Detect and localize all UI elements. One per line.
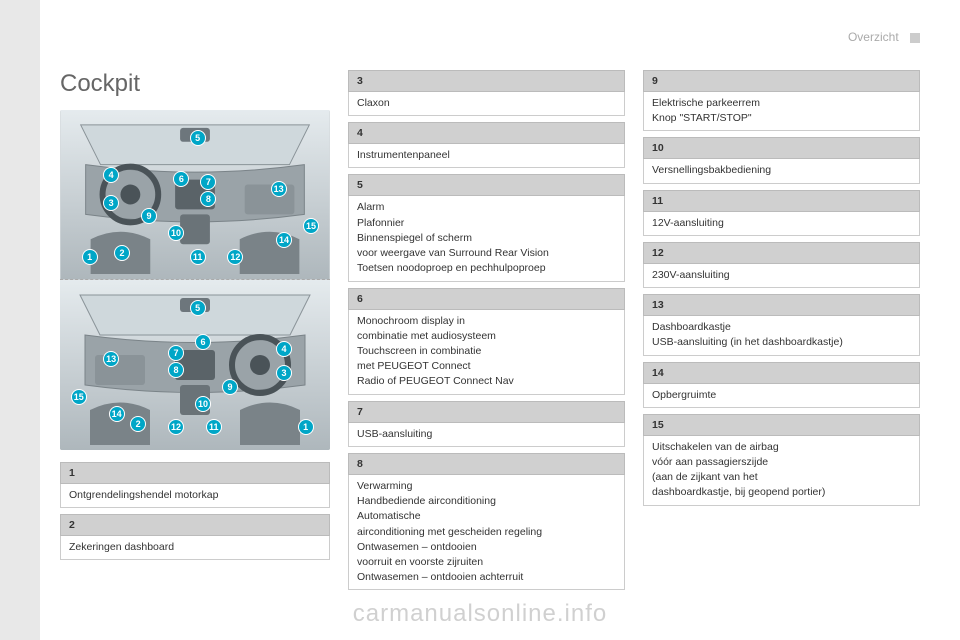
item-number: 15 (644, 414, 920, 435)
item-text: Opbergruimte (644, 383, 920, 407)
item-number: 1 (61, 463, 330, 484)
item-table-1: 1Ontgrendelingshendel motorkap (60, 462, 330, 508)
item-table-15: 15Uitschakelen van de airbag vóór aan pa… (643, 414, 920, 506)
item-table-14: 14Opbergruimte (643, 362, 920, 408)
item-table-2: 2Zekeringen dashboard (60, 514, 330, 560)
item-text: Ontgrendelingshendel motorkap (61, 484, 330, 508)
callout-13: 13 (271, 181, 287, 197)
cockpit-diagram: 546738139101211121415 (60, 110, 330, 450)
callout-12: 12 (227, 249, 243, 265)
columns: Cockpit (60, 70, 920, 596)
item-number: 2 (61, 515, 330, 536)
item-text: Verwarming Handbediende airconditioning … (349, 474, 625, 590)
item-table-9: 9Elektrische parkeerrem Knop "START/STOP… (643, 70, 920, 131)
item-number: 3 (349, 71, 625, 92)
item-number: 11 (644, 190, 920, 211)
callout-15: 15 (71, 389, 87, 405)
item-text: Versnellingsbakbediening (644, 159, 920, 183)
callout-10: 10 (195, 396, 211, 412)
item-number: 7 (349, 401, 625, 422)
watermark: carmanualsonline.info (0, 600, 960, 628)
item-text: 12V-aansluiting (644, 211, 920, 235)
item-table-7: 7USB-aansluiting (348, 401, 625, 447)
callout-1: 1 (298, 419, 314, 435)
item-number: 6 (349, 288, 625, 309)
item-number: 5 (349, 175, 625, 196)
item-text: Dashboardkastje USB-aansluiting (in het … (644, 316, 920, 355)
item-table-10: 10Versnellingsbakbediening (643, 137, 920, 183)
item-table-12: 12230V-aansluiting (643, 242, 920, 288)
callout-14: 14 (109, 406, 125, 422)
item-text: Monochroom display in combinatie met aud… (349, 309, 625, 394)
callout-14: 14 (276, 232, 292, 248)
item-text: Uitschakelen van de airbag vóór aan pass… (644, 435, 920, 505)
item-table-5: 5Alarm Plafonnier Binnenspiegel of scher… (348, 174, 625, 281)
item-number: 4 (349, 123, 625, 144)
item-table-13: 13Dashboardkastje USB-aansluiting (in he… (643, 294, 920, 355)
breadcrumb: Overzicht (848, 30, 899, 44)
callout-5: 5 (190, 130, 206, 146)
item-number: 14 (644, 362, 920, 383)
item-number: 13 (644, 295, 920, 316)
item-number: 10 (644, 138, 920, 159)
column-1: Cockpit (60, 70, 330, 596)
callout-9: 9 (222, 379, 238, 395)
callout-3: 3 (103, 195, 119, 211)
callout-8: 8 (168, 362, 184, 378)
callout-3: 3 (276, 365, 292, 381)
item-text: USB-aansluiting (349, 422, 625, 446)
item-number: 9 (644, 71, 920, 92)
page-title: Cockpit (60, 70, 330, 98)
item-text: 230V-aansluiting (644, 263, 920, 287)
callout-1: 1 (82, 249, 98, 265)
column-3: 9Elektrische parkeerrem Knop "START/STOP… (643, 70, 920, 596)
item-text: Zekeringen dashboard (61, 536, 330, 560)
diagram-bottom: 567413839101514212111 (60, 280, 330, 450)
callout-5: 5 (190, 300, 206, 316)
header-square-icon (910, 33, 920, 43)
item-text: Instrumentenpaneel (349, 144, 625, 168)
item-table-4: 4Instrumentenpaneel (348, 122, 625, 168)
page-container: Overzicht Cockpit (0, 0, 960, 640)
column-2: 3Claxon 4Instrumentenpaneel 5Alarm Plafonn… (348, 70, 625, 596)
callout-10: 10 (168, 225, 184, 241)
callout-7: 7 (168, 345, 184, 361)
item-text: Alarm Plafonnier Binnenspiegel of scherm… (349, 196, 625, 281)
callout-11: 11 (190, 249, 206, 265)
diagram-top: 546738139101211121415 (60, 110, 330, 280)
item-table-3: 3Claxon (348, 70, 625, 116)
item-table-11: 1112V-aansluiting (643, 190, 920, 236)
item-number: 8 (349, 453, 625, 474)
item-table-8: 8Verwarming Handbediende airconditioning… (348, 453, 625, 591)
item-table-6: 6Monochroom display in combinatie met au… (348, 288, 625, 395)
header: Overzicht (848, 30, 920, 44)
item-text: Claxon (349, 92, 625, 116)
item-number: 12 (644, 242, 920, 263)
item-text: Elektrische parkeerrem Knop "START/STOP" (644, 92, 920, 131)
callout-9: 9 (141, 208, 157, 224)
